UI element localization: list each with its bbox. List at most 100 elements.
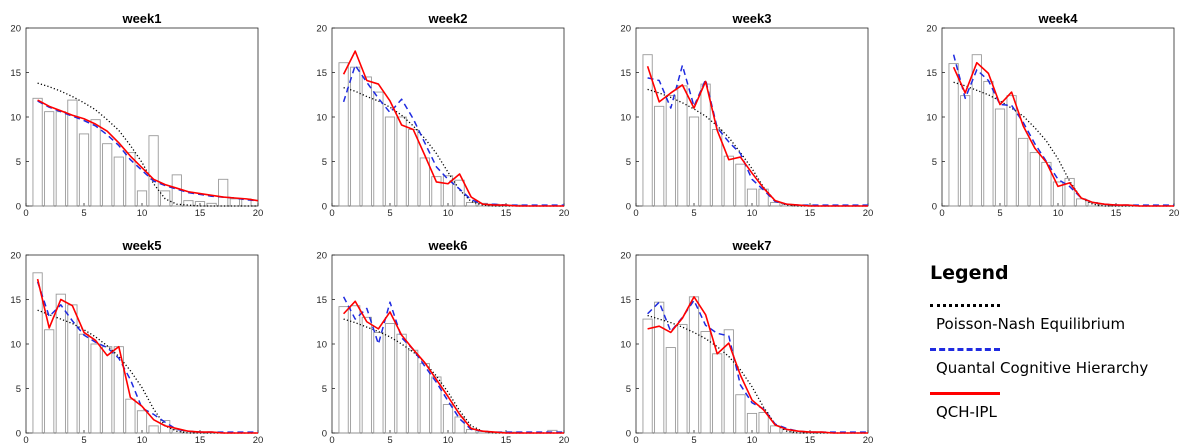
legend-entry-poisson-nash: Poisson-Nash Equilibrium <box>930 298 1180 342</box>
x-tick-label: 0 <box>633 435 638 446</box>
x-tick-label: 10 <box>747 208 758 219</box>
bar <box>384 323 396 434</box>
bar <box>442 404 454 434</box>
y-tick-label: 5 <box>322 384 327 395</box>
y-tick-label: 10 <box>316 340 327 351</box>
y-tick-label: 10 <box>10 340 21 351</box>
y-tick-label: 20 <box>10 251 21 262</box>
legend-entry-qch: Quantal Cognitive Hierarchy <box>930 342 1180 386</box>
bar <box>758 412 769 434</box>
bar <box>431 376 442 434</box>
bar <box>32 97 43 207</box>
bar <box>454 416 465 434</box>
bar <box>55 293 66 434</box>
bar <box>338 306 349 434</box>
y-tick-label: 0 <box>16 429 21 440</box>
series-line-solid <box>646 66 868 207</box>
bar <box>746 188 758 207</box>
x-tick-label: 5 <box>997 208 1002 219</box>
y-tick-label: 20 <box>620 251 631 262</box>
y-tick-label: 15 <box>926 68 937 79</box>
y-tick-label: 0 <box>322 429 327 440</box>
plot-area-week7 <box>635 254 869 434</box>
plot-area-week6 <box>331 254 565 434</box>
plot-area-week2 <box>331 27 565 207</box>
y-tick-label: 5 <box>16 157 21 168</box>
x-tick-label: 15 <box>501 208 512 219</box>
series-line-solid <box>952 61 1174 207</box>
bar <box>373 91 384 207</box>
y-tick-label: 15 <box>620 68 631 79</box>
bar <box>431 176 442 207</box>
y-tick-label: 20 <box>316 251 327 262</box>
bar <box>136 410 148 434</box>
bar <box>1029 152 1040 207</box>
chart-title-week7: week7 <box>731 238 771 253</box>
y-tick-label: 10 <box>926 113 937 124</box>
bar <box>770 425 781 434</box>
bar <box>1018 137 1029 207</box>
y-tick-label: 20 <box>926 24 937 35</box>
x-tick-label: 20 <box>559 208 570 219</box>
chart-title-week3: week3 <box>731 11 771 26</box>
bar <box>361 76 372 207</box>
bar <box>1064 177 1075 207</box>
bar <box>723 155 734 207</box>
legend-label: QCH-IPL <box>936 403 997 421</box>
y-tick-label: 5 <box>322 157 327 168</box>
x-tick-label: 20 <box>253 435 264 446</box>
y-tick-label: 0 <box>626 429 631 440</box>
bar <box>677 323 688 434</box>
y-tick-label: 5 <box>626 384 631 395</box>
plot-area-week4 <box>941 27 1175 207</box>
bar <box>735 163 746 207</box>
y-tick-label: 15 <box>10 68 21 79</box>
x-tick-label: 10 <box>747 435 758 446</box>
x-tick-label: 20 <box>253 208 264 219</box>
bar <box>994 108 1006 207</box>
bar <box>113 156 124 207</box>
bar <box>171 428 182 434</box>
chart-title-week6: week6 <box>427 238 467 253</box>
x-tick-label: 0 <box>939 208 944 219</box>
bar <box>654 301 665 434</box>
x-tick-label: 20 <box>1169 208 1180 219</box>
x-tick-label: 20 <box>863 435 874 446</box>
bar <box>90 119 101 207</box>
chart-title-week2: week2 <box>427 11 467 26</box>
bar <box>419 157 430 207</box>
bar <box>770 201 781 207</box>
bar <box>361 316 372 434</box>
legend-label: Quantal Cognitive Hierarchy <box>936 359 1149 377</box>
bar <box>78 133 90 207</box>
x-tick-label: 5 <box>387 208 392 219</box>
legend-line-dotted <box>930 304 1000 307</box>
y-tick-label: 15 <box>316 68 327 79</box>
bar <box>1006 95 1017 207</box>
bar <box>194 201 206 207</box>
series-line-solid <box>343 300 564 434</box>
series-line-dashed <box>342 296 564 433</box>
chart-title-week4: week4 <box>1037 11 1078 26</box>
legend-line-solid <box>930 392 1000 395</box>
y-tick-label: 15 <box>620 295 631 306</box>
bar <box>665 95 676 207</box>
bar <box>125 152 136 207</box>
bar <box>350 305 361 434</box>
bar <box>642 318 653 434</box>
series-line-solid <box>36 278 258 434</box>
x-tick-label: 10 <box>137 208 148 219</box>
series-line-solid <box>37 99 259 202</box>
y-tick-label: 20 <box>316 24 327 35</box>
bar <box>44 111 55 207</box>
chart-title-week1: week1 <box>121 11 161 26</box>
y-tick-label: 10 <box>10 113 21 124</box>
x-tick-label: 0 <box>329 435 334 446</box>
bar <box>384 116 396 207</box>
bar <box>218 178 229 207</box>
x-tick-label: 0 <box>23 435 28 446</box>
bar <box>948 63 959 207</box>
bar <box>136 190 148 207</box>
bar <box>454 179 465 207</box>
bar <box>90 343 101 434</box>
